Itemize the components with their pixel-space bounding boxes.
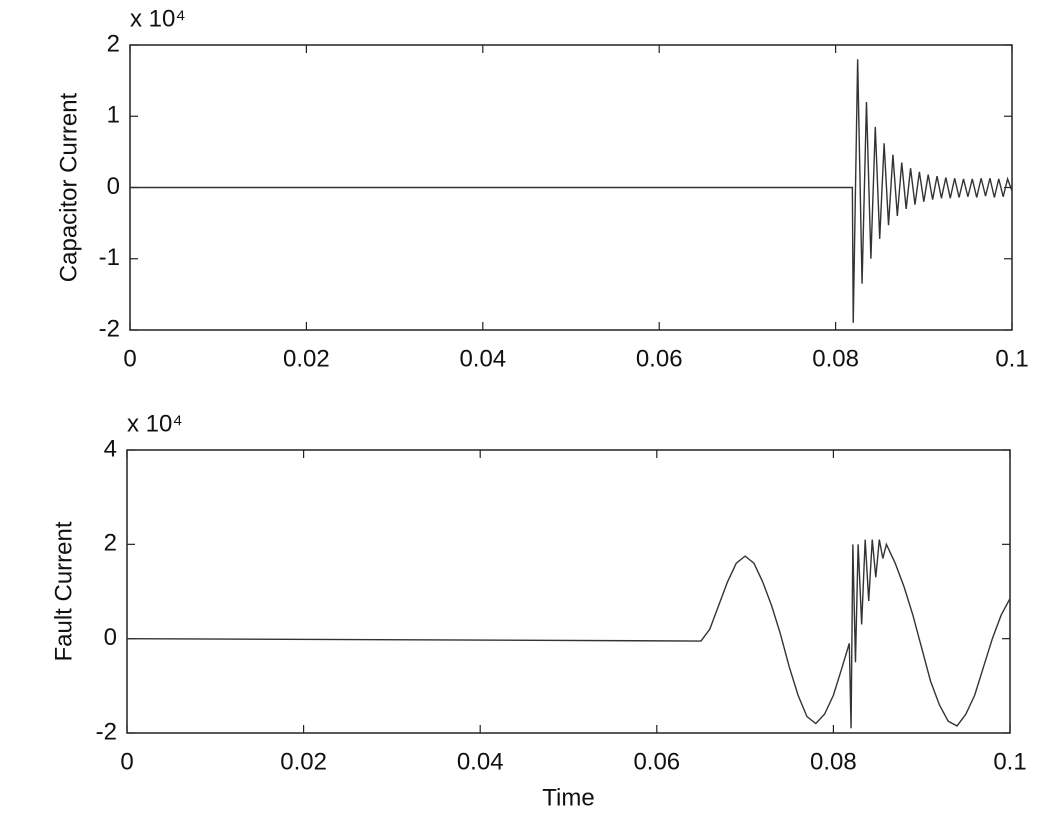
x-tick-label: 0.06 [633, 748, 680, 775]
x-tick-label: 0.06 [636, 345, 683, 372]
x-tick-label: 0 [120, 748, 133, 775]
x-tick-label: 0.08 [812, 345, 859, 372]
y-multiplier: x 10⁴ [130, 5, 186, 32]
y-tick-label: -2 [96, 718, 117, 745]
y-tick-label: -2 [99, 315, 120, 342]
data-line [130, 59, 1013, 323]
y-tick-label: 0 [107, 173, 120, 200]
y-tick-label: 1 [107, 102, 120, 129]
x-tick-label: 0.08 [810, 748, 857, 775]
x-tick-label: 0 [123, 345, 136, 372]
x-axis-label: Time [542, 784, 594, 811]
x-tick-label: 0.1 [993, 748, 1026, 775]
axes-frame [126, 449, 1011, 734]
x-tick-label: 0.04 [457, 748, 504, 775]
y-tick-label: -1 [99, 244, 120, 271]
y-multiplier: x 10⁴ [127, 410, 183, 437]
x-tick-label: 0.1 [995, 345, 1028, 372]
y-tick-label: 0 [104, 624, 117, 651]
data-line [126, 539, 1011, 729]
x-tick-label: 0.04 [459, 345, 506, 372]
y-tick-label: 4 [104, 435, 117, 462]
x-tick-label: 0.02 [283, 345, 330, 372]
x-tick-label: 0.02 [280, 748, 327, 775]
y-tick-label: 2 [104, 530, 117, 557]
y-tick-label: 2 [107, 30, 120, 57]
y-axis-label: Fault Current [50, 521, 77, 661]
y-axis-label: Capacitor Current [55, 92, 82, 282]
